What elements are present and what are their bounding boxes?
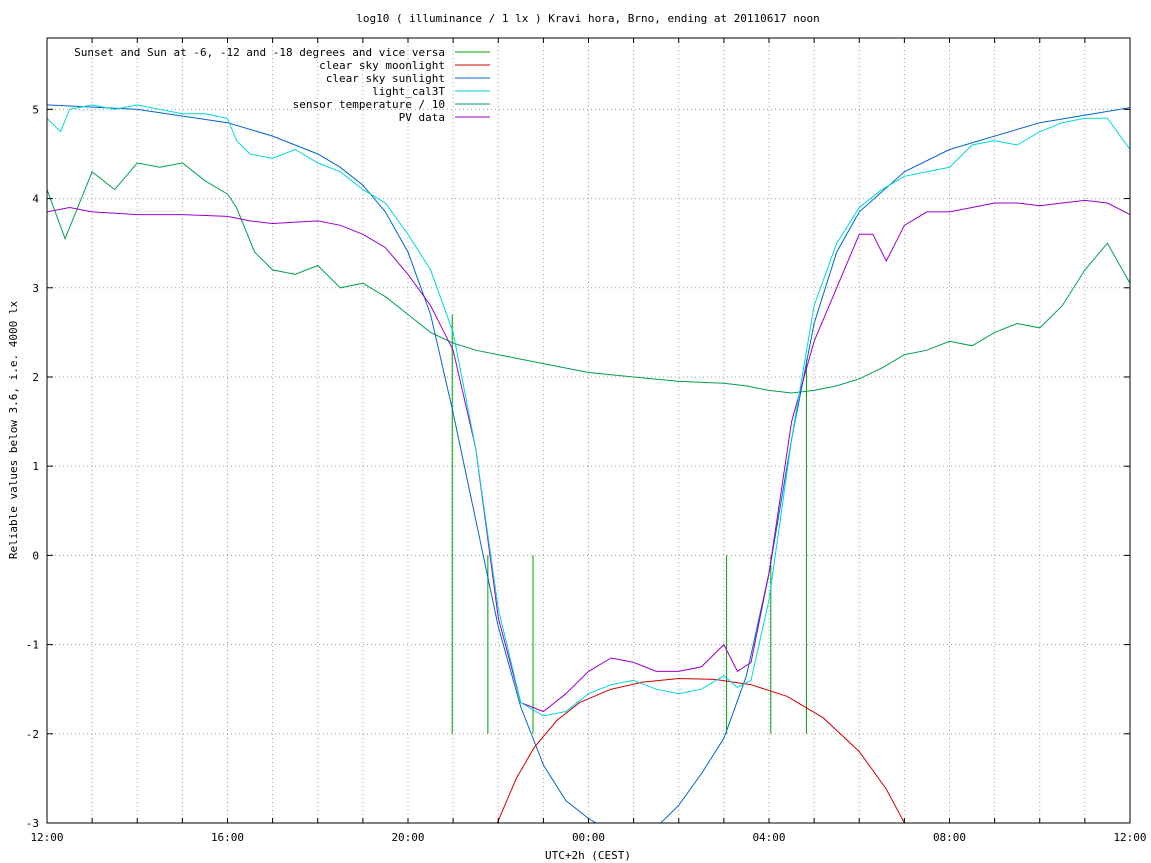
y-tick-label: 0 xyxy=(32,549,39,562)
y-tick-label: 1 xyxy=(32,460,39,473)
legend-label: clear sky moonlight xyxy=(319,59,445,72)
y-tick-label: 5 xyxy=(32,103,39,116)
y-tick-label: -3 xyxy=(26,817,39,830)
legend-label: clear sky sunlight xyxy=(326,72,445,85)
x-tick-label: 12:00 xyxy=(1113,831,1146,844)
x-tick-label: 12:00 xyxy=(30,831,63,844)
x-tick-label: 04:00 xyxy=(752,831,785,844)
y-tick-label: 3 xyxy=(32,282,39,295)
x-axis-label: UTC+2h (CEST) xyxy=(545,849,631,862)
series-line xyxy=(47,162,1130,394)
x-tick-label: 20:00 xyxy=(391,831,424,844)
plot-series xyxy=(47,104,1130,823)
series-line xyxy=(47,104,1130,717)
legend-label: sensor temperature / 10 xyxy=(293,98,445,111)
axis-ticks: -3 -2 -1 0 1 2 3 4 5 12:00 16:00 20:00 00:00 04:00 08:… xyxy=(26,38,1147,844)
legend-label: PV data xyxy=(399,111,445,124)
y-tick-label: 2 xyxy=(32,371,39,384)
x-tick-label: 16:00 xyxy=(211,831,244,844)
y-tick-label: -2 xyxy=(26,728,39,741)
series-line xyxy=(47,199,1130,713)
x-tick-label: 00:00 xyxy=(572,831,605,844)
legend-label: light_cal3T xyxy=(372,85,445,98)
legend-label: Sunset and Sun at -6, -12 and -18 degree… xyxy=(74,46,445,59)
y-tick-label: -1 xyxy=(26,639,39,652)
y-axis-label: Reliable values below 3.6, i.e. 4000 lx xyxy=(7,300,20,559)
legend: Sunset and Sun at -6, -12 and -18 degree… xyxy=(74,46,490,124)
series-line xyxy=(496,677,905,823)
grid xyxy=(47,38,1130,823)
y-tick-label: 4 xyxy=(32,193,39,206)
chart-title: log10 ( illuminance / 1 lx ) Kravi hora,… xyxy=(356,12,820,25)
x-tick-label: 08:00 xyxy=(933,831,966,844)
